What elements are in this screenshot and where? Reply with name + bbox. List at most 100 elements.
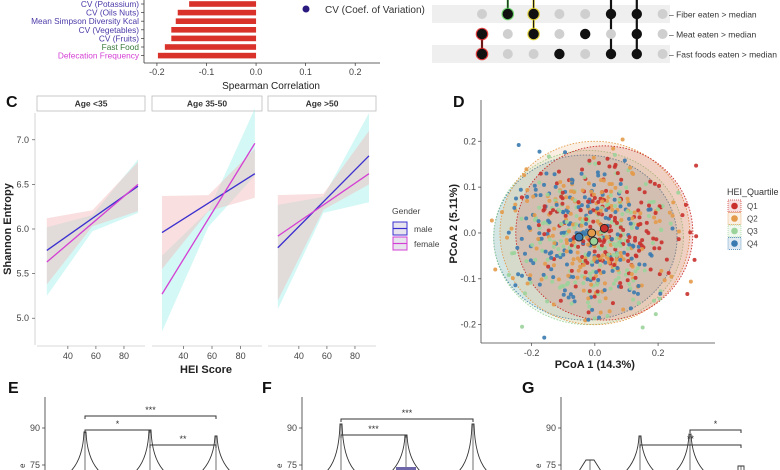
d-point-Q4 [635,291,640,296]
d-point-Q1 [636,222,641,227]
d-point-Q4 [571,295,576,300]
d-point-Q1 [569,243,574,248]
panel-letter-c: C [6,94,18,111]
d-point-Q2 [603,296,608,301]
d-point-Q2 [566,273,571,278]
upset-row-label: – Meat eaten > median [669,30,756,40]
d-point-Q2 [618,251,623,256]
d-point-Q4 [536,219,541,224]
upset-dot-inactive [606,29,616,39]
d-point-Q3 [559,238,564,243]
d-point-Q3 [608,286,613,291]
d-point-Q3 [545,192,550,197]
hei-quartile-legend: HEI_Quartile Q1 Q2 Q3 Q4 [727,187,779,250]
d-point-Q4 [581,230,586,235]
d-point-Q1 [560,190,565,195]
d-point-Q1 [637,248,642,253]
d-point-Q3 [587,304,592,309]
hei-legend-dot [731,240,738,247]
d-point-Q2 [614,257,619,262]
d-point-Q3 [602,246,607,251]
d-point-Q4 [568,238,573,243]
d-point-Q2 [570,261,575,266]
d-point-Q1 [657,204,662,209]
d-point-Q1 [573,284,578,289]
d-point-Q1 [637,187,642,192]
d-point-Q1 [583,258,588,263]
d-point-Q3 [625,209,630,214]
upset-dot-active [580,28,591,40]
d-point-Q3 [585,300,590,305]
d-point-Q2 [577,258,582,263]
d-point-Q2 [652,215,657,220]
d-point-Q1 [612,164,617,169]
d-point-Q2 [607,309,612,314]
d-point-Q3 [614,253,619,258]
d-point-Q2 [669,274,674,279]
facet-strip [267,95,377,112]
d-point-Q4 [632,290,637,295]
hei-legend-dot [731,215,738,222]
d-point-Q4 [601,270,606,275]
d-point-Q4 [585,277,590,282]
d-point-Q4 [566,295,571,300]
d-point-Q1 [558,298,563,303]
significance-bracket [84,415,217,419]
d-point-Q1 [614,221,619,226]
d-point-Q1 [560,201,565,206]
d-point-Q3 [609,220,614,225]
c-x-tick-label: 40 [294,351,304,361]
d-point-Q3 [605,313,610,318]
facet-strip-label: Age 35-50 [187,99,227,109]
d-point-Q1 [688,230,693,235]
c-y-tick-label: 6.0 [16,224,29,234]
d-point-Q1 [618,225,623,230]
d-point-Q4 [524,216,529,221]
d-point-Q2 [629,272,634,277]
d-point-Q2 [670,213,675,218]
d-y-tick-label: -0.2 [460,320,476,330]
d-point-Q2 [621,257,626,262]
d-point-Q4 [584,221,589,226]
d-y-axis-title: PCoA 2 (5.11%) [448,184,460,264]
d-point-Q2 [547,198,552,203]
c-x-tick-label: 40 [178,351,188,361]
upset-dot-inactive [554,29,565,39]
d-point-Q2 [552,226,557,231]
d-point-Q1 [581,239,586,244]
d-point-Q1 [621,228,626,233]
d-point-Q3 [569,301,574,306]
d-point-Q2 [676,229,681,234]
d-point-Q4 [594,270,599,275]
d-point-Q2 [604,235,609,240]
d-point-Q3 [642,268,647,273]
d-point-Q4 [609,237,614,242]
d-point-Q4 [571,275,576,280]
d-point-Q1 [612,263,617,268]
d-point-Q2 [609,181,614,186]
gender-legend-label: male [414,224,433,234]
facet-strip-label: Age <35 [75,99,108,109]
d-point-Q3 [635,266,640,271]
d-point-Q1 [653,210,658,215]
d-point-Q1 [551,208,556,213]
d-point-Q1 [618,281,623,286]
d-point-Q4 [538,193,543,198]
d-point-Q4 [554,253,559,258]
d-point-Q2 [688,279,693,284]
d-point-Q1 [583,270,588,275]
d-point-Q2 [579,223,584,228]
spearman-bar-chart: CV (Potassium)CV (Oils Nuts)Mean Simpson… [31,0,380,92]
d-point-Q1 [639,200,644,205]
violin-box [396,467,416,470]
d-point-Q2 [499,210,504,215]
d-point-Q1 [633,275,638,280]
d-point-Q4 [513,283,518,288]
d-point-Q4 [547,220,552,225]
d-point-Q3 [628,210,633,215]
d-point-Q1 [591,276,596,281]
d-point-Q4 [543,249,548,254]
d-point-Q1 [636,208,641,213]
